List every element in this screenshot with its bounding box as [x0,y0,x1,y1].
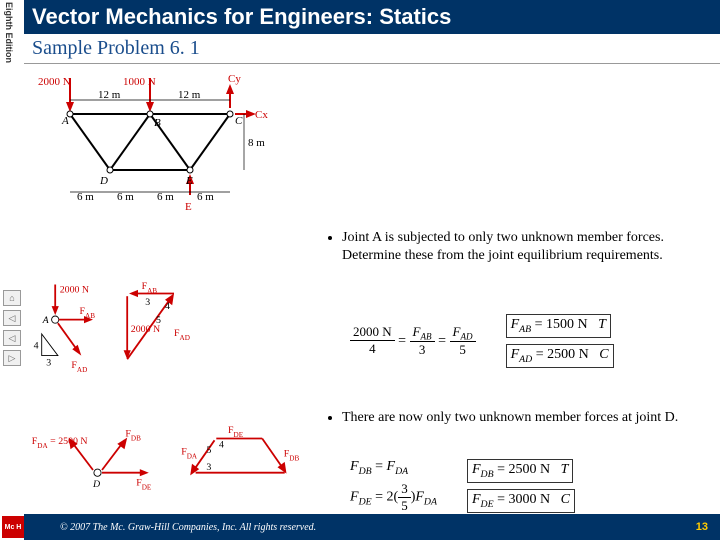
svg-text:12 m: 12 m [178,89,201,101]
load1-label: 2000 N [38,76,71,88]
sidebar: Eighth Edition ⌂ ◁ ◁ ▷ [0,0,24,540]
svg-text:FAD: FAD [71,360,87,374]
home-icon[interactable]: ⌂ [3,290,21,306]
svg-text:6 m: 6 m [197,191,214,203]
prev-icon[interactable]: ◁ [3,330,21,346]
footer: © 2007 The Mc. Graw-Hill Companies, Inc.… [24,514,720,540]
node-a: A [61,115,69,127]
node-c: C [235,115,243,127]
svg-text:4: 4 [34,340,39,351]
svg-text:6 m: 6 m [77,191,94,203]
svg-text:5: 5 [206,445,211,456]
load2-label: 1000 N [123,76,156,88]
svg-text:12 m: 12 m [98,89,121,101]
svg-text:FDE: FDE [136,477,152,491]
svg-text:FDE: FDE [228,425,244,439]
svg-text:3: 3 [206,462,211,473]
content: 2000 N 1000 N Cy Cx E A [24,64,720,516]
equation-a: 2000 N4 = FAB3 = FAD5 FAB = 1500 N T FAD… [350,314,710,370]
edition-label: Eighth Edition [4,2,14,63]
svg-text:3: 3 [46,358,51,369]
svg-text:6 m: 6 m [117,191,134,203]
node-d: D [99,175,108,187]
svg-text:FAB: FAB [80,306,96,320]
answer-fde: FDE = 3000 N C [467,489,575,513]
svg-text:FDB: FDB [284,449,300,463]
svg-text:2000 N: 2000 N [60,285,89,296]
truss-diagram: 2000 N 1000 N Cy Cx E A [30,70,310,225]
node-e: E [185,175,193,187]
answer-fab: FAB = 1500 N T [506,314,611,338]
page-number: 13 [696,521,708,533]
svg-text:FDB: FDB [125,429,141,443]
page-title: Vector Mechanics for Engineers: Statics [24,0,720,34]
svg-text:4: 4 [219,440,224,451]
answer-fad: FAD = 2500 N C [506,344,614,368]
answer-fdb: FDB = 2500 N T [467,459,573,483]
copyright: © 2007 The Mc. Graw-Hill Companies, Inc.… [60,522,316,533]
cx-label: Cx [255,109,268,121]
svg-text:5: 5 [156,315,161,326]
svg-text:FDA: FDA [181,447,198,461]
cy-label: Cy [228,73,241,85]
nav-icons: ⌂ ◁ ◁ ▷ [3,290,21,366]
bullet-list-a: Joint A is subjected to only two unknown… [324,229,714,271]
svg-text:6 m: 6 m [157,191,174,203]
svg-text:4: 4 [165,301,170,312]
node-b: B [154,117,161,129]
main: Vector Mechanics for Engineers: Statics … [24,0,720,540]
joint-a-diagram: 2000 N A FAB FAD 4 3 2000 N FAD FAB 3 5 … [30,279,210,389]
e-reaction: E [185,201,192,213]
back-icon[interactable]: ◁ [3,310,21,326]
svg-text:8 m: 8 m [248,137,265,149]
equation-d: FDB = FDA FDE = 2(35)FDA FDB = 2500 N T … [350,459,710,516]
svg-text:A: A [42,315,50,326]
next-icon[interactable]: ▷ [3,350,21,366]
bullet-d: There are now only two unknown member fo… [342,409,714,427]
svg-text:FAD: FAD [174,328,190,342]
bullet-list-d: There are now only two unknown member fo… [324,409,714,433]
svg-text:FDA = 2500 N: FDA = 2500 N [32,436,88,450]
bullet-a: Joint A is subjected to only two unknown… [342,229,714,265]
page-subtitle: Sample Problem 6. 1 [24,34,720,64]
svg-text:D: D [92,479,100,490]
joint-d-diagram: FDA = 2500 N D FDB FDE FDA FDE FDB 5 4 3 [30,419,300,494]
publisher-logo: Mc H [2,516,24,538]
svg-text:3: 3 [145,297,150,308]
